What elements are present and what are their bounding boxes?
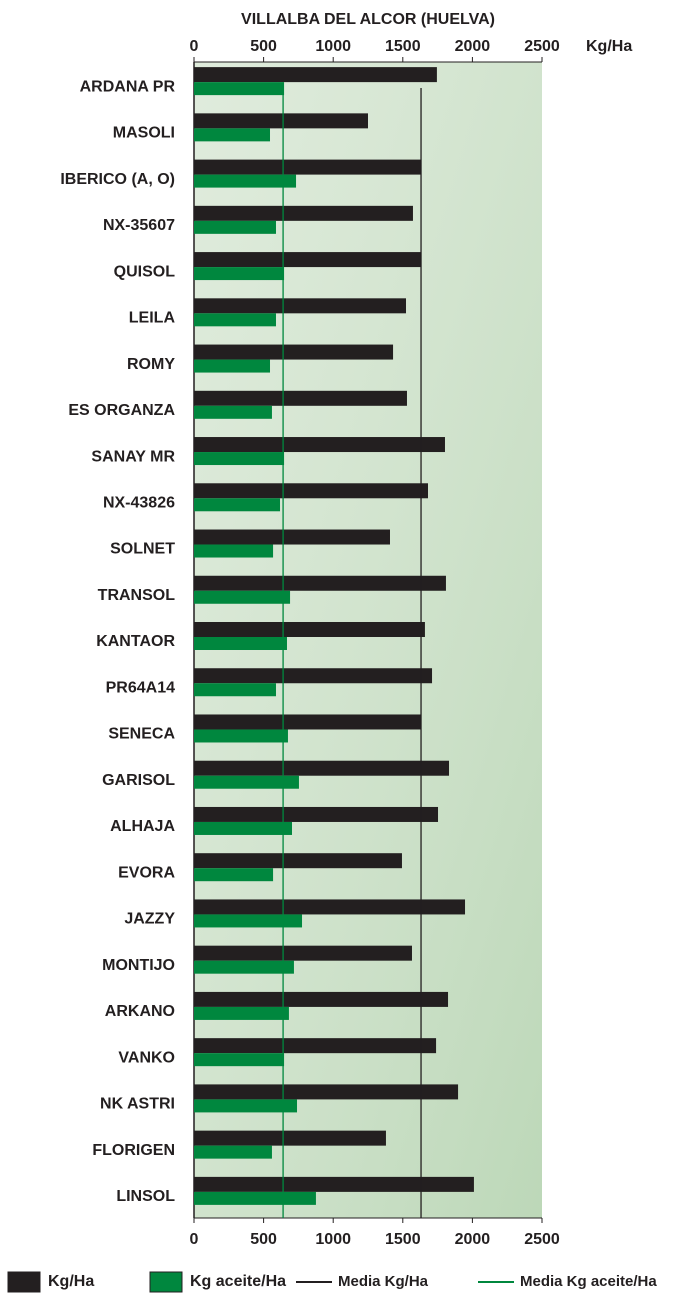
bar (194, 668, 432, 683)
bar (194, 992, 448, 1007)
bar (194, 576, 446, 591)
legend-label: Media Kg/Ha (338, 1273, 429, 1290)
bar (194, 1146, 272, 1159)
y-tick-label: ARKANO (105, 1003, 175, 1020)
legend-label: Kg aceite/Ha (190, 1273, 286, 1290)
x-tick-label: 1500 (385, 38, 421, 55)
bar (194, 1131, 386, 1146)
bar (194, 1084, 458, 1099)
bar (194, 221, 276, 234)
bar (194, 67, 437, 82)
bar (194, 591, 290, 604)
legend-swatch (150, 1272, 182, 1292)
y-tick-label: MONTIJO (102, 957, 175, 974)
bar (194, 868, 273, 881)
bar (194, 483, 428, 498)
chart-title: VILLALBA DEL ALCOR (HUELVA) (241, 11, 495, 28)
bar (194, 729, 288, 742)
bar (194, 298, 406, 313)
bar (194, 113, 368, 128)
x-tick-label: 500 (250, 1231, 277, 1248)
bar (194, 946, 412, 961)
y-tick-label: KANTAOR (96, 633, 175, 650)
bar (194, 345, 393, 360)
bar (194, 683, 276, 696)
bar (194, 914, 302, 927)
x-tick-label: 2500 (524, 38, 560, 55)
bar (194, 82, 284, 95)
bar (194, 1007, 289, 1020)
y-tick-label: ARDANA PR (80, 78, 176, 95)
y-tick-label: MASOLI (113, 125, 175, 142)
y-tick-label: LINSOL (116, 1188, 175, 1205)
y-tick-label: EVORA (118, 864, 175, 881)
x-tick-label: 2500 (524, 1231, 560, 1248)
y-tick-label: QUISOL (114, 263, 176, 280)
y-tick-label: IBERICO (A, O) (60, 171, 175, 188)
y-tick-label: VANKO (118, 1049, 175, 1066)
chart: VILLALBA DEL ALCOR (HUELVA) Kg/Ha 0 0 500 5… (0, 0, 698, 1294)
bar (194, 899, 465, 914)
bar (194, 637, 287, 650)
legend-label: Kg/Ha (48, 1273, 94, 1290)
bar (194, 545, 273, 558)
bar (194, 1099, 297, 1112)
axis-unit: Kg/Ha (586, 38, 632, 55)
y-tick-label: NX-43826 (103, 494, 175, 511)
bar (194, 267, 284, 280)
bar (194, 961, 294, 974)
y-tick-label: NK ASTRI (100, 1096, 175, 1113)
bar (194, 761, 449, 776)
x-tick-label: 1500 (385, 1231, 421, 1248)
y-tick-label: SANAY MR (91, 448, 175, 465)
bar (194, 498, 280, 511)
y-tick-label: NX-35607 (103, 217, 175, 234)
bar (194, 160, 421, 175)
bar (194, 807, 438, 822)
legend-label: Media Kg aceite/Ha (520, 1273, 657, 1290)
y-tick-label: ALHAJA (110, 818, 175, 835)
bar (194, 437, 445, 452)
bar (194, 530, 390, 545)
y-tick-label: ES ORGANZA (68, 402, 175, 419)
x-tick-label: 500 (250, 38, 277, 55)
y-tick-label: GARISOL (102, 772, 175, 789)
bar (194, 1192, 316, 1205)
bar (194, 622, 425, 637)
x-tick-label: 0 (190, 1231, 199, 1248)
bar (194, 128, 270, 141)
bar (194, 175, 296, 188)
x-tick-label: 0 (190, 38, 199, 55)
y-tick-label: ROMY (127, 356, 175, 373)
bar (194, 1038, 436, 1053)
bar (194, 252, 421, 267)
bar (194, 360, 270, 373)
bar (194, 714, 421, 729)
bar (194, 853, 402, 868)
y-tick-label: SOLNET (110, 541, 175, 558)
bar (194, 313, 276, 326)
y-tick-label: SENECA (108, 726, 175, 743)
x-tick-label: 1000 (315, 1231, 351, 1248)
bar (194, 391, 407, 406)
y-tick-label: PR64A14 (106, 679, 175, 696)
y-tick-label: JAZZY (124, 911, 175, 928)
bar (194, 206, 413, 221)
bar (194, 452, 284, 465)
x-tick-label: 1000 (315, 38, 351, 55)
y-tick-label: LEILA (129, 310, 176, 327)
bar (194, 1177, 474, 1192)
bar (194, 822, 292, 835)
x-tick-label: 2000 (455, 38, 491, 55)
y-tick-label: FLORIGEN (92, 1142, 175, 1159)
bar (194, 1053, 284, 1066)
legend-swatch (8, 1272, 40, 1292)
bar (194, 406, 272, 419)
x-tick-label: 2000 (455, 1231, 491, 1248)
y-tick-label: TRANSOL (98, 587, 176, 604)
